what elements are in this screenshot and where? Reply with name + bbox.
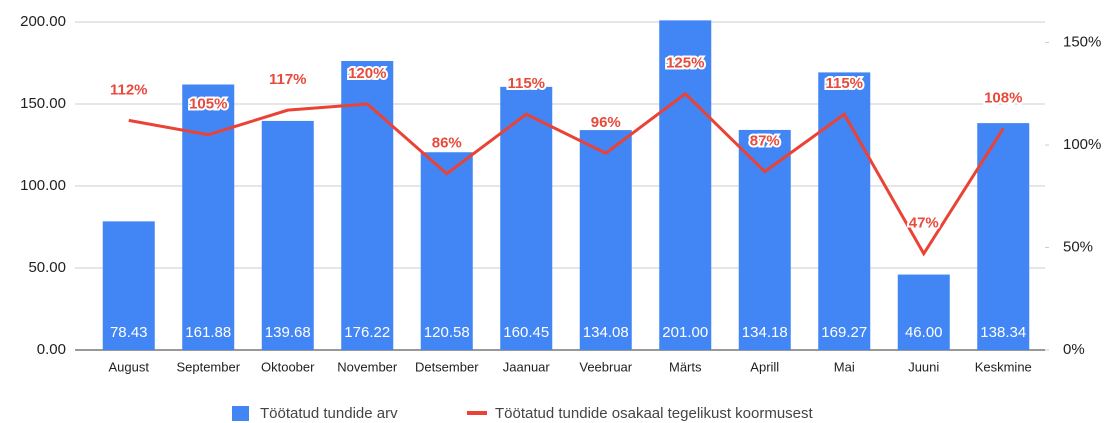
bar bbox=[818, 72, 871, 350]
bar-value-label: 201.00 bbox=[662, 324, 708, 341]
bar bbox=[182, 84, 235, 351]
y2-tick-label: 150% bbox=[1063, 33, 1101, 50]
line-value-label: 86% bbox=[432, 135, 462, 152]
bar-value-label: 161.88 bbox=[185, 324, 231, 341]
bar bbox=[102, 221, 155, 350]
x-tick-label: Märts bbox=[669, 359, 702, 374]
bar bbox=[420, 152, 473, 350]
line-value-label: 112% bbox=[110, 81, 148, 98]
legend-label: Töötatud tundide osakaal tegelikust koor… bbox=[495, 405, 814, 422]
bar bbox=[897, 274, 950, 350]
line-value-label: 115% bbox=[507, 75, 545, 92]
y-tick-label: 0.00 bbox=[37, 341, 66, 358]
y-tick-label: 150.00 bbox=[20, 95, 66, 112]
bar-value-label: 134.08 bbox=[583, 324, 629, 341]
y-tick-label: 100.00 bbox=[20, 177, 66, 194]
line-value-label: 120% bbox=[348, 65, 386, 82]
line-value-label: 108% bbox=[984, 90, 1022, 107]
x-tick-label: Detsember bbox=[415, 359, 479, 374]
y2-tick-label: 0% bbox=[1063, 341, 1085, 358]
legend-label: Töötatud tundide arv bbox=[260, 405, 398, 422]
line-value-label: 96% bbox=[591, 114, 621, 131]
bar-value-label: 78.43 bbox=[110, 324, 148, 341]
line-value-label: 115% bbox=[825, 75, 863, 92]
bar bbox=[659, 20, 712, 351]
x-tick-label: Aprill bbox=[750, 359, 779, 374]
bar bbox=[579, 130, 632, 350]
x-tick-label: Keskmine bbox=[975, 359, 1032, 374]
y-tick-label: 50.00 bbox=[28, 259, 66, 276]
y2-tick-label: 50% bbox=[1063, 238, 1093, 255]
x-tick-label: Jaanuar bbox=[503, 359, 551, 374]
line-value-label: 87% bbox=[750, 133, 780, 150]
y2-tick-label: 100% bbox=[1063, 136, 1101, 153]
bar bbox=[500, 86, 553, 350]
bar-value-label: 120.58 bbox=[424, 324, 470, 341]
line-value-label: 117% bbox=[269, 71, 307, 88]
bar-value-label: 176.22 bbox=[344, 324, 390, 341]
line bbox=[128, 91, 1005, 257]
x-tick-label: Veebruar bbox=[579, 359, 632, 374]
bar bbox=[341, 60, 394, 350]
y-tick-label: 200.00 bbox=[20, 13, 66, 30]
bar bbox=[261, 120, 314, 350]
bar-value-label: 138.34 bbox=[980, 324, 1026, 341]
x-tick-label: November bbox=[337, 359, 398, 374]
line-value-label: 125% bbox=[666, 55, 704, 72]
line-value-label: 105% bbox=[189, 96, 227, 113]
x-tick-label: August bbox=[109, 359, 150, 374]
line-value-label: 47% bbox=[909, 215, 939, 232]
bar-value-label: 139.68 bbox=[265, 324, 311, 341]
bar bbox=[738, 129, 791, 350]
legend-swatch bbox=[467, 411, 487, 415]
legend-swatch bbox=[232, 406, 249, 421]
bar-value-label: 134.18 bbox=[742, 324, 788, 341]
bar bbox=[977, 123, 1030, 350]
x-tick-label: September bbox=[176, 359, 240, 374]
bar-value-label: 46.00 bbox=[905, 324, 943, 341]
x-tick-label: Juuni bbox=[908, 359, 939, 374]
x-tick-label: Mai bbox=[834, 359, 855, 374]
x-tick-label: Oktoober bbox=[261, 359, 315, 374]
bar-value-label: 160.45 bbox=[503, 324, 549, 341]
bar-value-label: 169.27 bbox=[821, 324, 867, 341]
